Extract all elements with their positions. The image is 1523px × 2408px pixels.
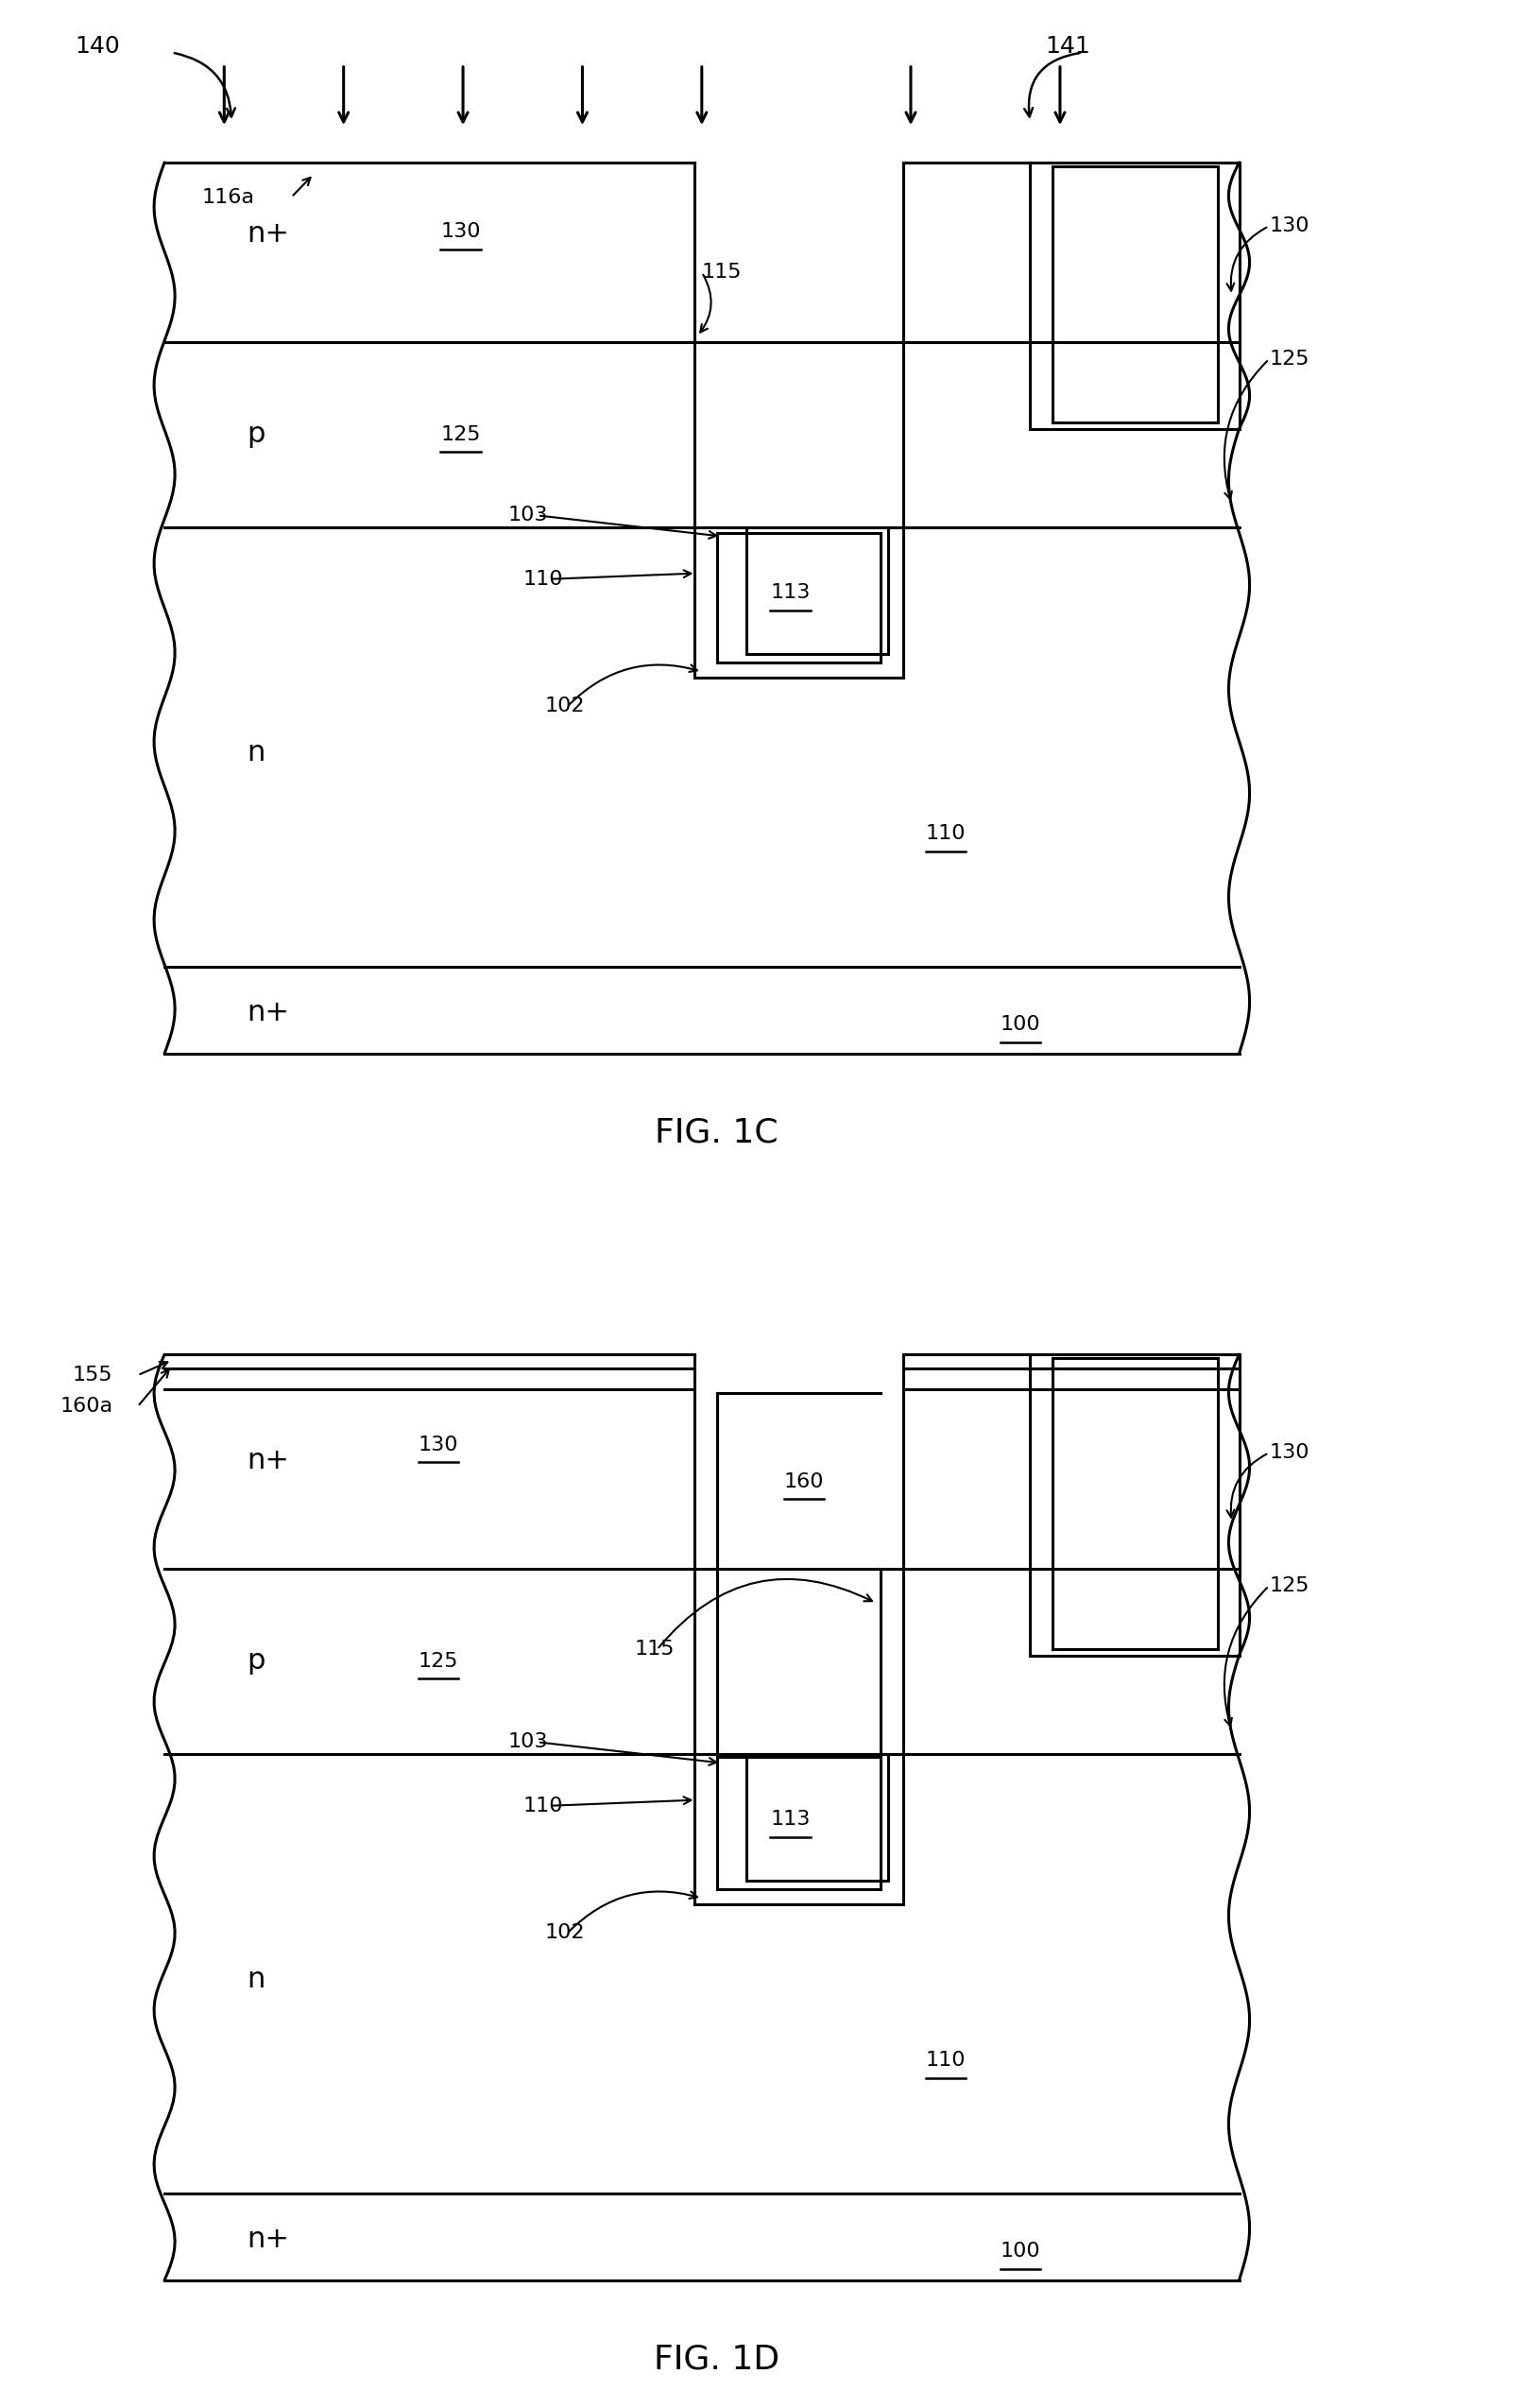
Text: 115: 115 <box>702 262 742 282</box>
Text: 110: 110 <box>926 824 966 843</box>
Text: 160a: 160a <box>59 1397 113 1416</box>
Text: FIG. 1D: FIG. 1D <box>653 2343 780 2374</box>
Text: FIG. 1C: FIG. 1C <box>655 1117 778 1149</box>
Bar <box>746 527 888 655</box>
Text: 125: 125 <box>419 1652 458 1671</box>
Text: 110: 110 <box>522 1796 564 1816</box>
Text: 125: 125 <box>1269 349 1310 368</box>
Bar <box>746 1753 888 1881</box>
Text: 102: 102 <box>545 696 585 715</box>
Text: 125: 125 <box>440 424 481 443</box>
Text: 115: 115 <box>635 1640 675 1659</box>
Text: 130: 130 <box>1269 1442 1310 1462</box>
Text: n+: n+ <box>247 999 289 1026</box>
Text: 110: 110 <box>522 571 564 588</box>
Text: 116a: 116a <box>201 188 254 207</box>
Text: 113: 113 <box>771 1811 810 1830</box>
Text: 100: 100 <box>1001 1016 1040 1033</box>
Text: 160: 160 <box>784 1471 824 1491</box>
Text: n+: n+ <box>247 2225 289 2254</box>
Text: p: p <box>247 1647 265 1676</box>
Text: n+: n+ <box>247 1447 289 1474</box>
Text: n+: n+ <box>247 222 289 248</box>
Text: 125: 125 <box>1269 1577 1310 1597</box>
Text: 110: 110 <box>926 2052 966 2071</box>
Text: 100: 100 <box>1001 2242 1040 2261</box>
Text: 140: 140 <box>75 36 120 58</box>
Text: 102: 102 <box>545 1924 585 1943</box>
Text: 113: 113 <box>771 583 810 602</box>
Text: 130: 130 <box>440 222 481 241</box>
Text: 103: 103 <box>507 506 548 525</box>
Text: 141: 141 <box>1045 36 1090 58</box>
Text: p: p <box>247 421 265 448</box>
Text: n: n <box>247 1965 265 1994</box>
Text: 103: 103 <box>507 1734 548 1751</box>
Text: 130: 130 <box>419 1435 458 1454</box>
Text: 155: 155 <box>72 1365 113 1385</box>
Text: 130: 130 <box>1269 217 1310 236</box>
Text: n: n <box>247 739 265 766</box>
